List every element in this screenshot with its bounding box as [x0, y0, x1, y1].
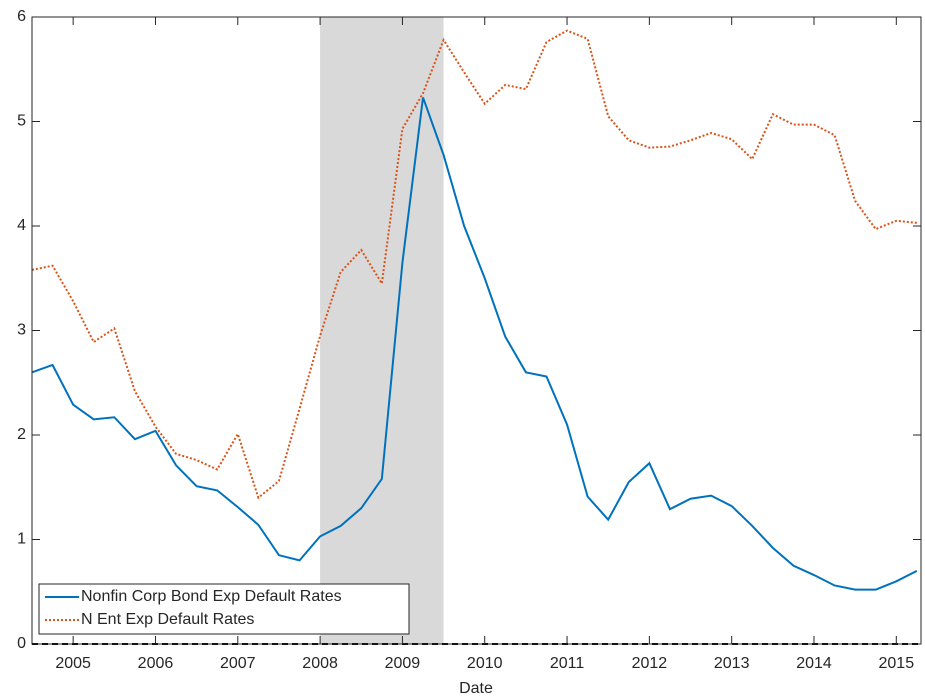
y-tick-label: 6: [17, 8, 26, 25]
axes-box: [31, 16, 922, 645]
x-tick-label: 2012: [632, 655, 668, 672]
y-tick-label: 3: [17, 322, 26, 339]
x-tick-label: 2011: [550, 655, 585, 672]
shaded-period: [320, 17, 444, 644]
y-tick-label: 1: [17, 531, 26, 548]
legend-label: N Ent Exp Default Rates: [81, 611, 254, 628]
legend-box: [38, 583, 410, 635]
y-tick-label: 5: [17, 113, 26, 130]
x-tick-label: 2006: [138, 655, 174, 672]
x-tick-label: 2014: [796, 655, 832, 672]
x-tick-label: 2008: [302, 655, 338, 672]
x-tick-label: 2007: [220, 655, 256, 672]
y-tick-label: 2: [17, 426, 26, 443]
x-axis-label: Date: [459, 680, 493, 697]
y-tick-label: 0: [17, 635, 26, 652]
x-tick-label: 2005: [55, 655, 91, 672]
y-tick-label: 4: [17, 217, 26, 234]
series-line: [31, 97, 918, 591]
x-tick-label: 2013: [714, 655, 750, 672]
plot-area: [32, 17, 921, 644]
x-tick-label: 2009: [385, 655, 421, 672]
x-tick-label: 2010: [467, 655, 503, 672]
x-tick-label: 2015: [879, 655, 915, 672]
legend-label: Nonfin Corp Bond Exp Default Rates: [81, 588, 342, 605]
series-line: [31, 29, 917, 500]
